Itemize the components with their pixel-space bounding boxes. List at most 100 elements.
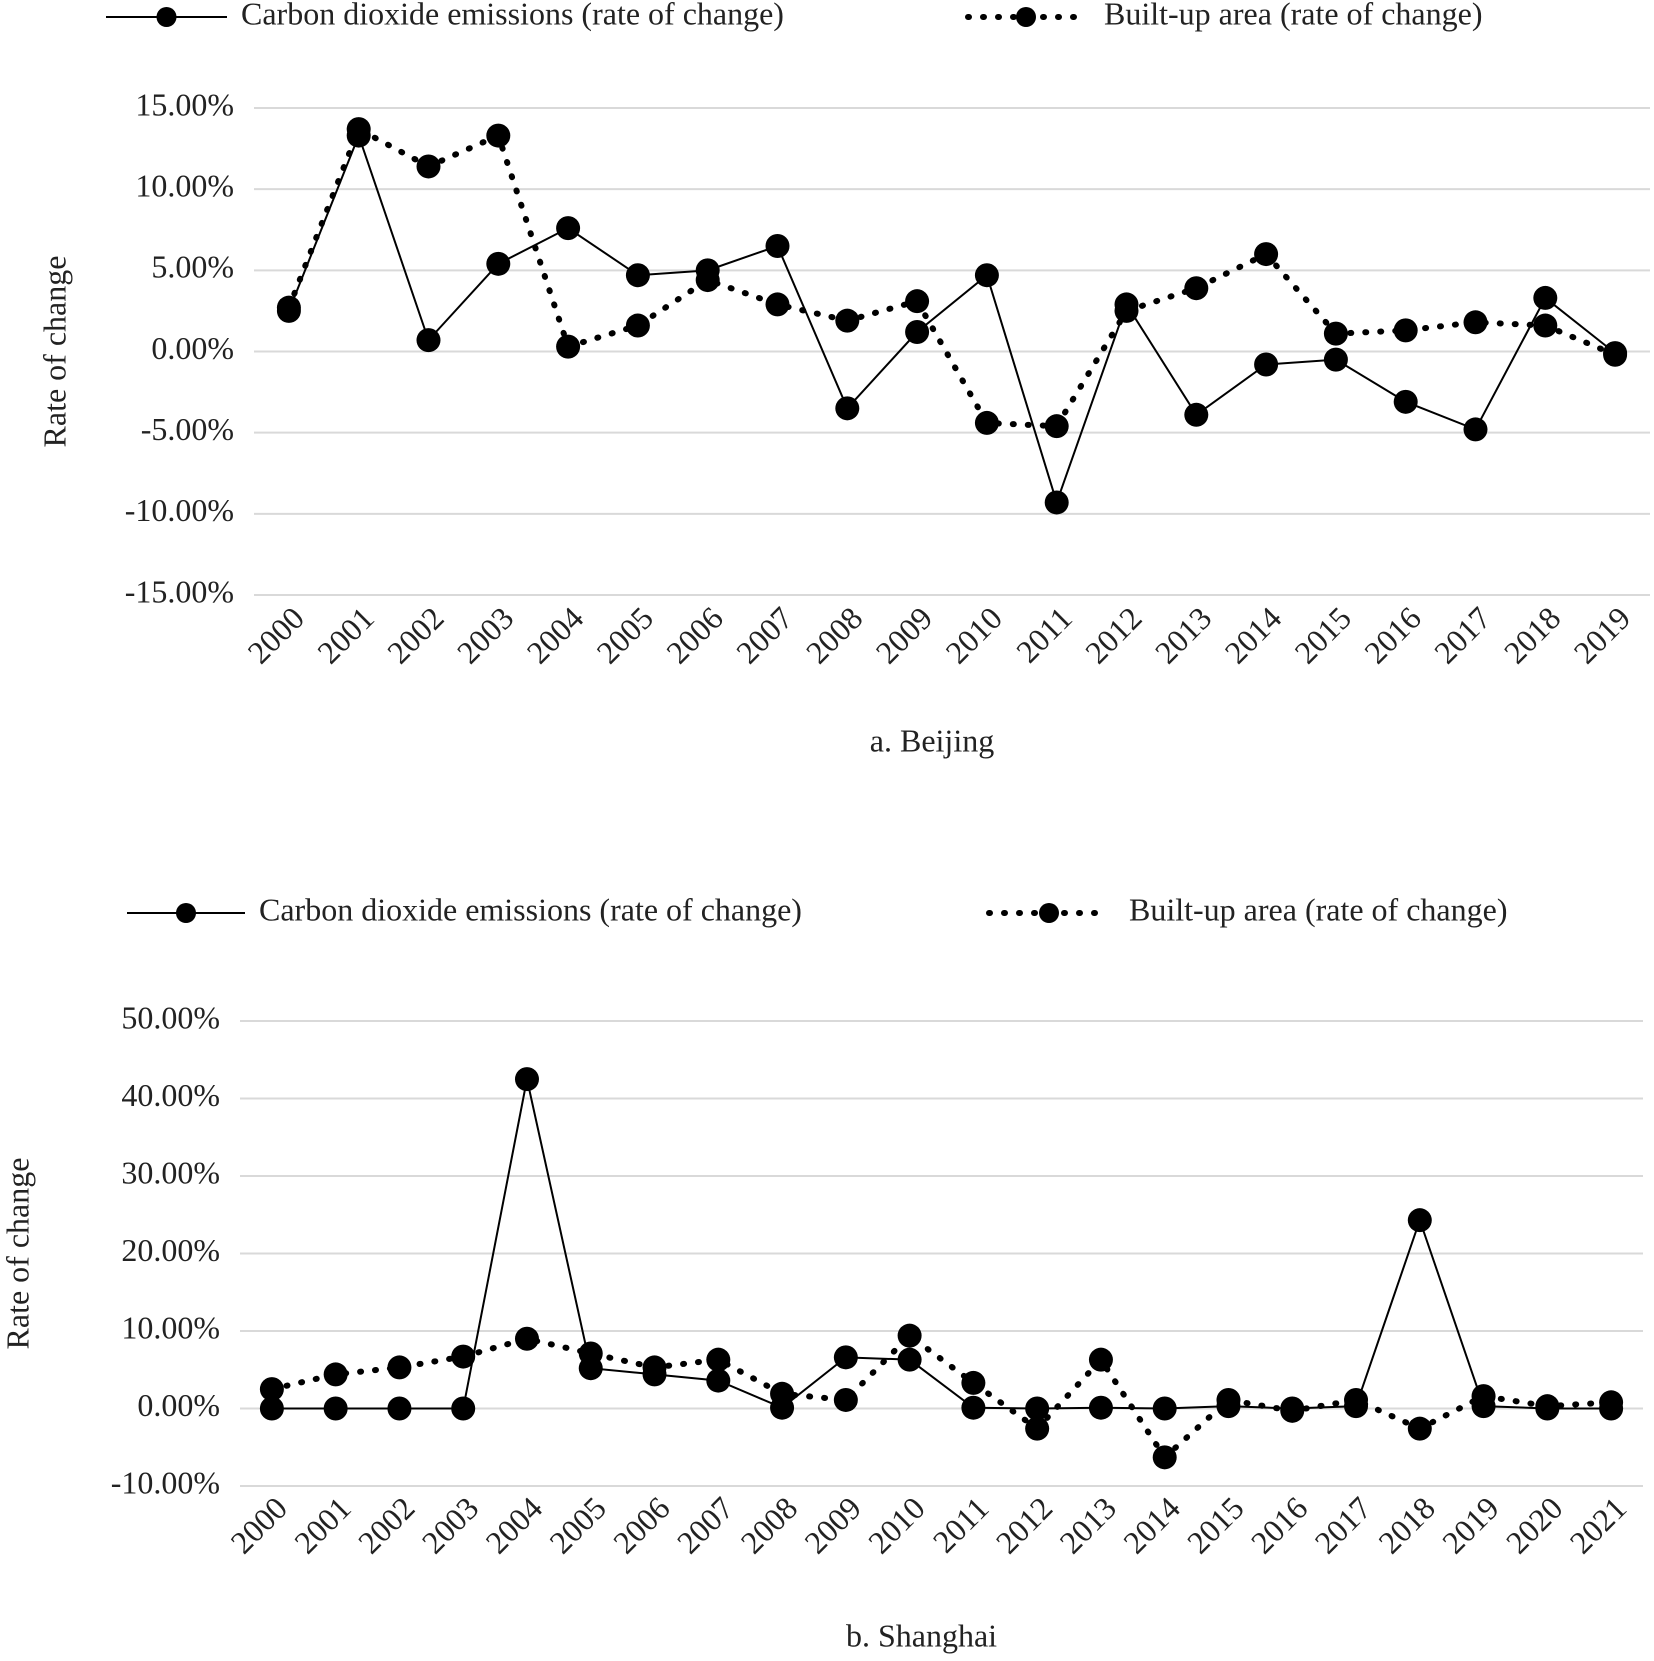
x-tick-label: 2001 (310, 600, 381, 671)
data-point (1533, 285, 1558, 310)
legend-label: Built-up area (rate of change) (1129, 891, 1507, 927)
data-point (1254, 352, 1279, 377)
x-tick-label: 2018 (1497, 600, 1568, 671)
data-point (1254, 242, 1279, 267)
legend-marker (156, 7, 177, 27)
data-point (765, 233, 790, 258)
x-tick-label: 2021 (1563, 1490, 1634, 1561)
y-tick-label: 50.00% (121, 999, 220, 1035)
data-point (1533, 313, 1558, 338)
data-point (1393, 318, 1418, 343)
x-tick-label: 2003 (450, 600, 521, 671)
data-point (642, 1355, 667, 1380)
x-tick-label: 2015 (1287, 600, 1358, 671)
data-point (276, 295, 301, 320)
data-point (625, 313, 650, 338)
data-point (1407, 1208, 1432, 1233)
data-point (1471, 1384, 1496, 1409)
y-tick-label: 5.00% (151, 249, 234, 285)
x-tick-label: 2013 (1148, 600, 1219, 671)
x-tick-label: 2006 (659, 600, 730, 671)
x-tick-label: 2014 (1218, 600, 1289, 671)
data-point (1044, 490, 1069, 515)
x-tick-label: 2015 (1180, 1490, 1251, 1561)
data-point (765, 292, 790, 317)
data-point (625, 263, 650, 288)
data-point (1323, 347, 1348, 372)
data-point (706, 1347, 731, 1372)
data-point (1535, 1394, 1560, 1419)
data-point (416, 328, 441, 353)
y-tick-label: 30.00% (121, 1154, 220, 1190)
data-point (1599, 1390, 1624, 1415)
x-tick-label: 2005 (589, 600, 660, 671)
data-point (346, 117, 371, 142)
x-tick-label: 2017 (1427, 600, 1498, 671)
x-tick-label: 2010 (938, 600, 1009, 671)
data-point (259, 1377, 284, 1402)
data-point (556, 334, 581, 359)
data-point (1280, 1398, 1305, 1423)
series-line (268, 1331, 1615, 1462)
data-point (833, 1387, 858, 1412)
data-point (1603, 342, 1628, 367)
data-point (695, 268, 720, 293)
data-point (578, 1341, 603, 1366)
x-tick-label: 2001 (287, 1490, 358, 1561)
x-tick-label: 2008 (799, 600, 870, 671)
chart-caption: a. Beijing (870, 722, 994, 758)
data-point (905, 289, 930, 314)
chart-caption: b. Shanghai (846, 1617, 997, 1653)
data-point (897, 1323, 922, 1348)
data-point (387, 1355, 412, 1380)
y-tick-label: -15.00% (125, 573, 234, 609)
data-point (974, 263, 999, 288)
data-point (1152, 1445, 1177, 1470)
data-point (1463, 417, 1488, 442)
data-point (835, 396, 860, 421)
x-tick-label: 2011 (1009, 600, 1079, 670)
x-tick-label: 2009 (797, 1490, 868, 1561)
data-point (514, 1326, 539, 1351)
data-point (770, 1381, 795, 1406)
data-point (1393, 389, 1418, 414)
legend-marker (176, 903, 196, 923)
data-point (323, 1396, 348, 1421)
x-tick-label: 2019 (1435, 1490, 1506, 1561)
data-point (486, 251, 511, 276)
x-tick-label: 2000 (223, 1490, 294, 1561)
data-point (416, 154, 441, 179)
y-axis-label: Rate of change (0, 1158, 35, 1350)
data-point (1184, 402, 1209, 427)
y-tick-label: 15.00% (135, 86, 234, 122)
x-tick-label: 2002 (351, 1490, 422, 1561)
data-point (556, 216, 581, 241)
data-point (1025, 1396, 1050, 1421)
data-point (259, 1396, 284, 1421)
x-tick-label: 2008 (734, 1490, 805, 1561)
x-tick-label: 2013 (1052, 1490, 1123, 1561)
y-tick-label: 10.00% (135, 168, 234, 204)
data-point (1025, 1416, 1050, 1441)
y-tick-label: 0.00% (151, 330, 234, 366)
x-tick-label: 2020 (1499, 1490, 1570, 1561)
data-point (486, 123, 511, 148)
legend-label: Carbon dioxide emissions (rate of change… (241, 0, 784, 31)
x-tick-label: 2010 (861, 1490, 932, 1561)
data-point (1088, 1395, 1113, 1420)
series-line (271, 1078, 1612, 1410)
y-tick-label: 0.00% (137, 1387, 220, 1423)
x-tick-label: 2004 (478, 1490, 549, 1561)
data-point (1323, 321, 1348, 346)
data-point (835, 308, 860, 333)
x-tick-label: 2014 (1116, 1490, 1187, 1561)
x-tick-label: 2012 (1078, 600, 1149, 671)
y-tick-label: -10.00% (111, 1464, 220, 1500)
x-tick-label: 2006 (606, 1490, 677, 1561)
data-point (1463, 310, 1488, 335)
x-tick-label: 2004 (520, 600, 591, 671)
data-point (451, 1396, 476, 1421)
x-tick-label: 2003 (415, 1490, 486, 1561)
data-point (323, 1362, 348, 1387)
